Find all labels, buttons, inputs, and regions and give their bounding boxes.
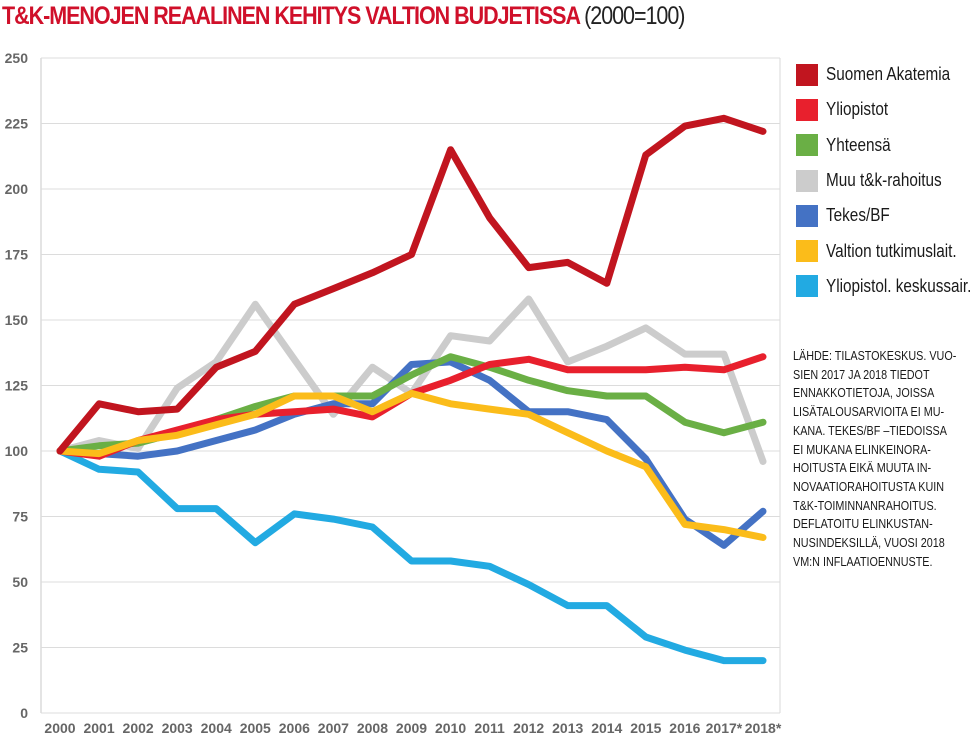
x-tick-label: 2013 <box>552 720 583 736</box>
x-axis-ticks: 2000 2001 2002 2003 2004 2005 2006 2007 2008 2009… <box>44 720 781 736</box>
x-tick-label: 2005 <box>240 720 271 736</box>
x-tick-label: 2017* <box>706 720 743 736</box>
legend-item: Valtion tutkimuslait. <box>796 233 978 268</box>
series-line-yliopistol-keskussair- <box>56 447 767 665</box>
y-tick-label: 225 <box>5 116 29 132</box>
chart-title: T&K-MENOJEN REAALINEN KEHITYS VALTION BU… <box>2 2 685 31</box>
x-tick-label: 2012 <box>513 720 544 736</box>
legend-label: Yliopistot <box>826 99 889 120</box>
x-tick-label: 2003 <box>162 720 193 736</box>
note-line: EI MUKANA ELINKEINORA- <box>793 441 931 457</box>
y-tick-label: 175 <box>5 247 29 263</box>
legend-item: Tekes/BF <box>796 198 978 233</box>
legend-swatch <box>796 275 818 298</box>
legend-item: Yliopistol. keskussair. <box>796 269 978 304</box>
series-line-tekes-bf <box>56 358 767 549</box>
y-axis-ticks: 0 25 50 75 100 125 150 175 200 225 250 <box>5 50 29 721</box>
note-line: LÄHDE: TILASTOKESKUS. VUO- <box>793 348 957 363</box>
y-tick-label: 25 <box>12 640 28 656</box>
source-note: LÄHDE: TILASTOKESKUS. VUO- SIEN 2017 JA 2… <box>793 347 971 571</box>
legend-label: Muu t&k-rahoitus <box>826 170 942 191</box>
x-tick-label: 2015 <box>630 720 661 736</box>
x-tick-label: 2011 <box>474 720 505 736</box>
legend-label: Suomen Akatemia <box>826 64 951 85</box>
x-tick-label: 2014 <box>591 720 622 736</box>
note-line: NOVAATIORAHOITUSTA KUIN <box>793 478 945 494</box>
note-line: LISÄTALOUSARVIOITA EI MU- <box>793 404 945 420</box>
legend-label: Tekes/BF <box>826 205 890 226</box>
y-tick-label: 100 <box>5 443 29 459</box>
x-tick-label: 2007 <box>318 720 349 736</box>
legend-item: Yliopistot <box>796 92 978 127</box>
chart-title-main: T&K-MENOJEN REAALINEN KEHITYS VALTION BU… <box>2 2 580 30</box>
legend-label: Yliopistol. keskussair. <box>826 275 972 296</box>
y-tick-label: 150 <box>5 312 29 328</box>
gridlines <box>40 57 781 714</box>
y-tick-label: 0 <box>20 705 28 721</box>
legend-swatch <box>796 63 818 86</box>
x-tick-label: 2004 <box>201 720 232 736</box>
y-tick-label: 75 <box>12 509 28 525</box>
legend: Suomen Akatemia Yliopistot Yhteensä Muu t&k… <box>796 57 978 304</box>
note-line: VM:N INFLAATIOENNUSTE. <box>793 553 933 569</box>
series-line-valtion-tutkimuslait- <box>56 389 767 541</box>
legend-label: Valtion tutkimuslait. <box>826 240 957 261</box>
x-tick-label: 2006 <box>279 720 310 736</box>
x-tick-label: 2010 <box>435 720 466 736</box>
x-tick-label: 2000 <box>44 720 75 736</box>
legend-label: Yhteensä <box>826 134 891 155</box>
note-line: HOITUSTA EIKÄ MUUTA IN- <box>793 460 932 476</box>
x-tick-label: 2009 <box>396 720 427 736</box>
chart-title-sub: (2000=100) <box>584 2 685 30</box>
x-tick-label: 2002 <box>123 720 154 736</box>
note-line: NUSINDEKSILLÄ, VUOSI 2018 <box>793 535 945 551</box>
y-tick-label: 250 <box>5 50 29 66</box>
legend-item: Muu t&k-rahoitus <box>796 163 978 198</box>
legend-swatch <box>796 240 818 263</box>
note-line: T&K-TOIMINNANRAHOITUS. <box>793 497 937 513</box>
legend-swatch <box>796 98 818 121</box>
legend-swatch <box>796 204 818 227</box>
y-tick-label: 200 <box>5 181 29 197</box>
legend-swatch <box>796 169 818 192</box>
x-tick-label: 2001 <box>83 720 114 736</box>
series-lines <box>56 114 767 665</box>
note-line: DEFLATOITU ELINKUSTAN- <box>793 516 933 532</box>
x-tick-label: 2016 <box>669 720 700 736</box>
x-tick-label: 2008 <box>357 720 388 736</box>
y-tick-label: 125 <box>5 378 29 394</box>
series-line-suomen-akatemia <box>56 114 767 455</box>
legend-item: Yhteensä <box>796 128 978 163</box>
y-tick-label: 50 <box>12 574 28 590</box>
note-line: KANA. TEKES/BF –TIEDOISSA <box>793 422 947 438</box>
note-line: SIEN 2017 JA 2018 TIEDOT <box>793 366 930 382</box>
legend-item: Suomen Akatemia <box>796 57 978 92</box>
note-line: ENNAKKOTIETOJA, JOISSA <box>793 385 935 401</box>
x-tick-label: 2018* <box>745 720 782 736</box>
legend-swatch <box>796 134 818 157</box>
